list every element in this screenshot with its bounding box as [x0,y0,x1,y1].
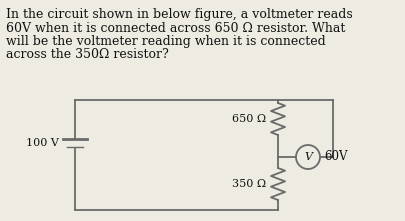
Text: 60V when it is connected across 650 Ω resistor. What: 60V when it is connected across 650 Ω re… [6,21,345,34]
Text: 350 Ω: 350 Ω [232,179,266,189]
Text: 60V: 60V [324,151,347,164]
Text: In the circuit shown in below figure, a voltmeter reads: In the circuit shown in below figure, a … [6,8,353,21]
Text: 650 Ω: 650 Ω [232,114,266,124]
Circle shape [296,145,320,169]
Text: V: V [304,152,312,162]
Text: will be the voltmeter reading when it is connected: will be the voltmeter reading when it is… [6,35,326,48]
Text: across the 350Ω resistor?: across the 350Ω resistor? [6,48,169,61]
Text: 100 V: 100 V [26,138,59,148]
